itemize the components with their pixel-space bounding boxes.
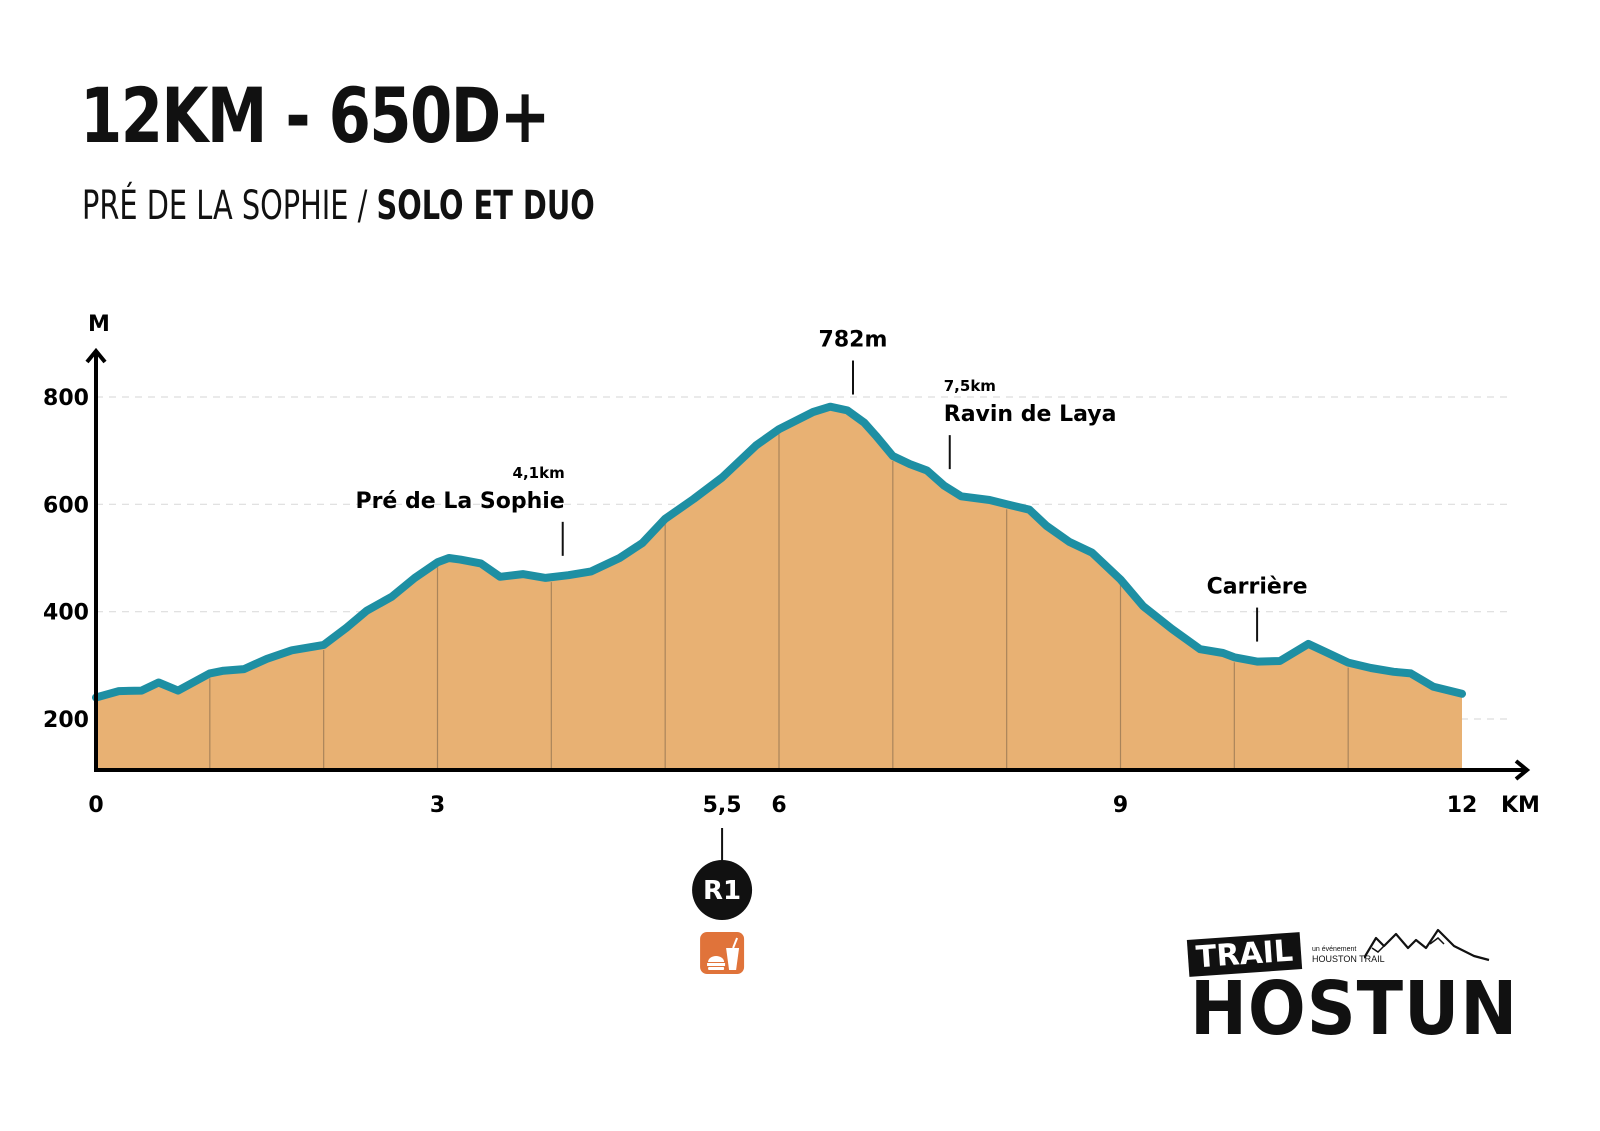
logo-event-name: HOUSTON TRAIL	[1312, 954, 1385, 964]
x-axis-label: KM	[1501, 793, 1540, 818]
x-tick-labels: 0 3 5,5 6 9 12	[88, 793, 1477, 818]
y-tick-label: 400	[43, 601, 89, 626]
y-axis-label: M	[88, 312, 110, 337]
x-tick-label: 3	[430, 793, 445, 818]
aid-station-label: R1	[703, 876, 741, 906]
elevation-line	[92, 402, 1466, 702]
x-tick-label: 12	[1447, 793, 1478, 818]
annotation-label: Pré de La Sophie	[355, 489, 564, 514]
annotations: Pré de La Sophie 4,1km 782m Ravin de Laya 7,…	[355, 328, 1308, 642]
trail-hostun-logo: TRAIL un événement HOUSTON TRAIL HOSTUN	[1186, 926, 1517, 1046]
subtitle-location: PRÉ DE LA SOPHIE /	[82, 183, 368, 229]
axes	[85, 347, 1531, 781]
y-tick-label: 600	[43, 493, 89, 518]
aid-station-badge	[692, 860, 753, 920]
annotation-label: Carrière	[1207, 575, 1308, 600]
km-segment-lines	[209, 434, 1349, 770]
annotation-distance: 4,1km	[513, 464, 565, 482]
y-tick-label: 800	[43, 386, 89, 411]
x-tick-label: 0	[88, 793, 103, 818]
annotation-label: Ravin de Laya	[944, 402, 1117, 427]
logo-hostun-wordmark: HOSTUN	[1190, 966, 1519, 1052]
food-drink-icon	[700, 932, 745, 974]
page-subtitle: PRÉ DE LA SOPHIE / SOLO ET DUO	[82, 186, 595, 226]
aid-station: R1	[692, 828, 753, 974]
logo-event-caption: un événement	[1312, 946, 1357, 953]
y-axis-arrow	[85, 347, 107, 364]
page-title: 12KM - 650D+	[80, 71, 551, 160]
x-tick-label: 6	[771, 793, 786, 818]
y-tick-labels: 200 400 600 800	[43, 386, 89, 733]
x-tick-label: 5,5	[703, 793, 742, 818]
annotation-label: 782m	[819, 328, 888, 353]
x-tick-label: 9	[1113, 793, 1128, 818]
x-axis-arrow	[1514, 759, 1531, 781]
mountains-icon	[1364, 928, 1490, 962]
annotation-distance: 7,5km	[944, 377, 996, 395]
y-tick-label: 200	[43, 708, 89, 733]
subtitle-category: SOLO ET DUO	[376, 183, 595, 229]
